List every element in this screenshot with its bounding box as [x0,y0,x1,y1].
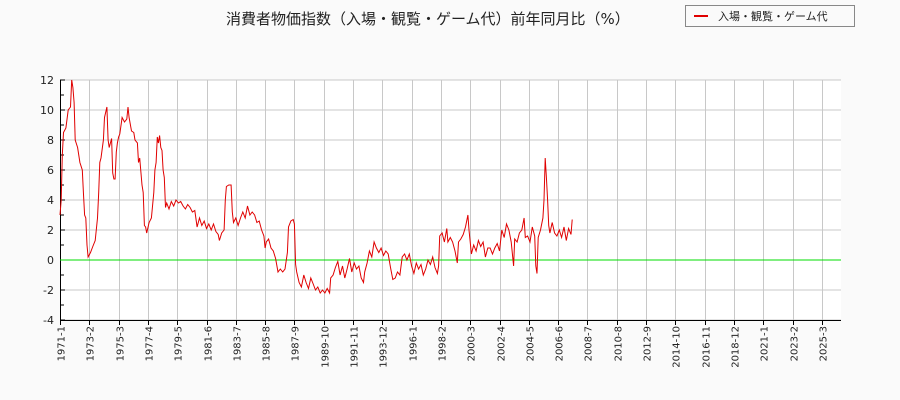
x-tick-label: 1989-10 [321,326,332,368]
x-tick-label: 1971-1 [57,326,68,361]
legend: 入場・観覧・ゲーム代 [685,5,855,27]
x-tick-label: 1973-2 [86,326,97,361]
x-tick-label: 2012-9 [643,326,654,361]
x-tick-label: 2006-6 [555,326,566,361]
x-tick-label: 1975-3 [116,326,127,361]
x-tick-label: 2000-3 [467,326,478,361]
x-tick-label: 1977-4 [145,326,156,361]
chart-title: 消費者物価指数（入場・観覧・ゲーム代）前年同月比（%） [226,10,630,28]
grid-lines [60,79,841,321]
y-tick-label: 0 [47,254,54,267]
y-tick-label: 8 [47,134,54,147]
y-tick-label: 6 [47,164,54,177]
x-tick-label: 2016-11 [702,326,713,368]
legend-swatch [694,15,708,17]
x-tick-label: 2002-4 [497,326,508,361]
y-axis-ticks: -4 -2 0 2 4 6 8 10 12 [40,74,54,327]
x-tick-label: 1987-9 [291,326,302,361]
legend-label: 入場・観覧・ゲーム代 [718,10,828,23]
x-tick-label: 1981-6 [204,326,215,361]
y-tick-label: 4 [47,194,54,207]
y-tick-label: -4 [43,314,54,327]
x-tick-label: 2010-8 [614,326,625,361]
y-tick-label: -2 [43,284,54,297]
y-tick-label: 2 [47,224,54,237]
x-tick-label: 2014-10 [672,326,683,368]
x-tick-label: 2018-12 [731,326,742,368]
x-axis-ticks: 1971-1 1973-2 1975-3 1977-4 1979-5 1981-6 1983… [57,326,830,368]
x-tick-label: 1983-7 [233,326,244,361]
x-tick-label: 2008-7 [584,326,595,361]
x-tick-label: 2023-2 [790,326,801,361]
y-tick-label: 10 [40,104,54,117]
x-tick-label: 2004-5 [526,326,537,361]
x-tick-label: 2021-1 [760,326,771,361]
x-tick-label: 1993-12 [379,326,390,368]
x-tick-label: 1979-5 [174,326,185,361]
x-tick-label: 1998-2 [438,326,449,361]
x-tick-label: 1985-8 [262,326,273,361]
x-tick-label: 1991-11 [350,326,361,368]
x-tick-label: 1996-1 [409,326,420,361]
x-tick-label: 2025-3 [819,326,830,361]
series-line [59,79,573,295]
y-tick-label: 12 [40,74,54,87]
